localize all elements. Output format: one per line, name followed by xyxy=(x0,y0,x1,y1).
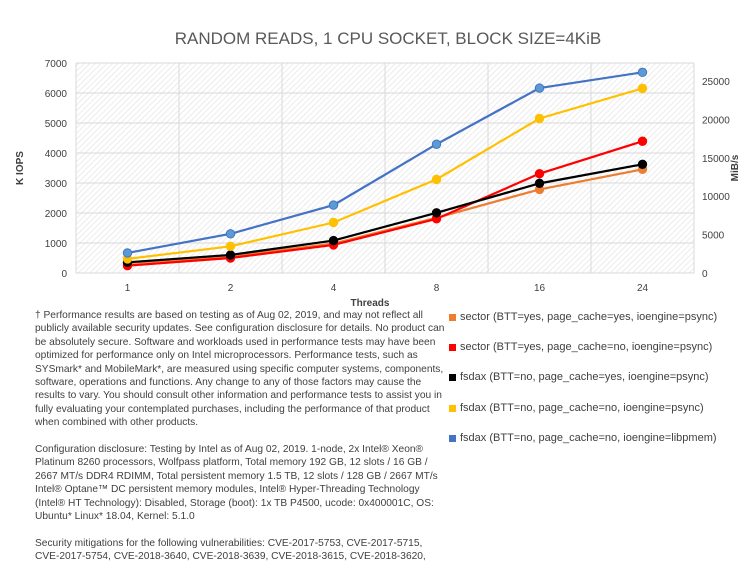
x-tick-label: 16 xyxy=(534,283,546,294)
y-tick-label: 2000 xyxy=(45,209,68,220)
series-line xyxy=(127,140,643,267)
security-mitigations: Security mitigations for the following v… xyxy=(35,537,426,563)
legend-label: fsdax (BTT=no, page_cache=yes, ioengine=… xyxy=(460,371,709,383)
y2-tick-label: 0 xyxy=(702,269,708,280)
data-point xyxy=(637,67,648,78)
legend-swatch xyxy=(449,434,456,442)
legend-swatch xyxy=(449,373,456,381)
series xyxy=(122,159,648,267)
x-tick-label: 1 xyxy=(125,283,131,294)
data-point xyxy=(534,83,545,93)
data-point xyxy=(225,229,236,239)
legend-item: fsdax (BTT=no, page_cache=no, ioengine=p… xyxy=(449,402,704,414)
series-line xyxy=(127,168,643,265)
data-point xyxy=(637,136,648,146)
data-point xyxy=(431,139,442,149)
legend-label: fsdax (BTT=no, page_cache=no, ioengine=p… xyxy=(460,402,704,414)
legend-item: sector (BTT=yes, page_cache=no, ioengine… xyxy=(449,341,712,353)
data-point xyxy=(225,241,236,252)
x-tick-label: 24 xyxy=(637,283,649,294)
data-point xyxy=(122,248,133,258)
data-point xyxy=(431,208,442,218)
x-tick-label: 8 xyxy=(434,283,440,294)
legend-swatch xyxy=(449,313,456,321)
x-tick-label: 4 xyxy=(331,283,337,294)
y2-tick-label: 5000 xyxy=(702,231,725,242)
legend-item: sector (BTT=yes, page_cache=yes, ioengin… xyxy=(449,311,717,323)
data-point xyxy=(431,174,442,185)
chart-title: RANDOM READS, 1 CPU SOCKET, BLOCK SIZE=4… xyxy=(175,29,602,48)
disclaimer-notes: † Performance results are based on testi… xyxy=(35,309,447,577)
data-point xyxy=(637,159,648,170)
data-point xyxy=(534,113,545,124)
data-point xyxy=(328,200,339,210)
x-tick-label: 2 xyxy=(228,283,234,294)
y-tick-label: 3000 xyxy=(45,179,68,190)
legend-label: sector (BTT=yes, page_cache=yes, ioengin… xyxy=(460,311,718,323)
data-point xyxy=(328,217,339,228)
series-line xyxy=(127,71,643,254)
data-point xyxy=(225,250,236,260)
data-point xyxy=(534,178,545,189)
y-tick-label: 6000 xyxy=(45,89,68,100)
y2-axis-label: MiB/s xyxy=(730,154,741,181)
y2-tick-label: 15000 xyxy=(702,154,730,165)
x-axis-label: Threads xyxy=(351,298,390,309)
legend-swatch xyxy=(449,404,456,412)
series-line xyxy=(127,87,643,260)
legend-swatch xyxy=(449,343,456,351)
legend-label: fsdax (BTT=no, page_cache=no, ioengine=l… xyxy=(460,432,717,444)
y2-tick-label: 25000 xyxy=(702,77,730,88)
legend-item: fsdax (BTT=no, page_cache=yes, ioengine=… xyxy=(449,371,709,383)
series xyxy=(122,67,648,258)
y-tick-label: 1000 xyxy=(45,239,68,250)
data-point xyxy=(637,83,648,94)
y-axis-label: K IOPS xyxy=(15,151,26,185)
legend-label: sector (BTT=yes, page_cache=no, ioengine… xyxy=(460,341,713,353)
y-tick-label: 7000 xyxy=(45,59,68,70)
legend-item: fsdax (BTT=no, page_cache=no, ioengine=l… xyxy=(449,432,717,444)
series-line xyxy=(127,163,643,264)
data-point xyxy=(534,168,545,179)
configuration-disclosure: Configuration disclosure: Testing by Int… xyxy=(35,444,438,523)
data-point xyxy=(328,235,339,246)
y-tick-label: 0 xyxy=(61,269,67,280)
y-tick-label: 4000 xyxy=(45,149,68,160)
y-tick-label: 5000 xyxy=(45,119,68,130)
line-chart: RANDOM READS, 1 CPU SOCKET, BLOCK SIZE=4… xyxy=(15,29,741,309)
performance-disclaimer: † Performance results are based on testi… xyxy=(35,310,445,429)
y2-tick-label: 20000 xyxy=(702,115,730,126)
y2-tick-label: 10000 xyxy=(702,192,730,203)
